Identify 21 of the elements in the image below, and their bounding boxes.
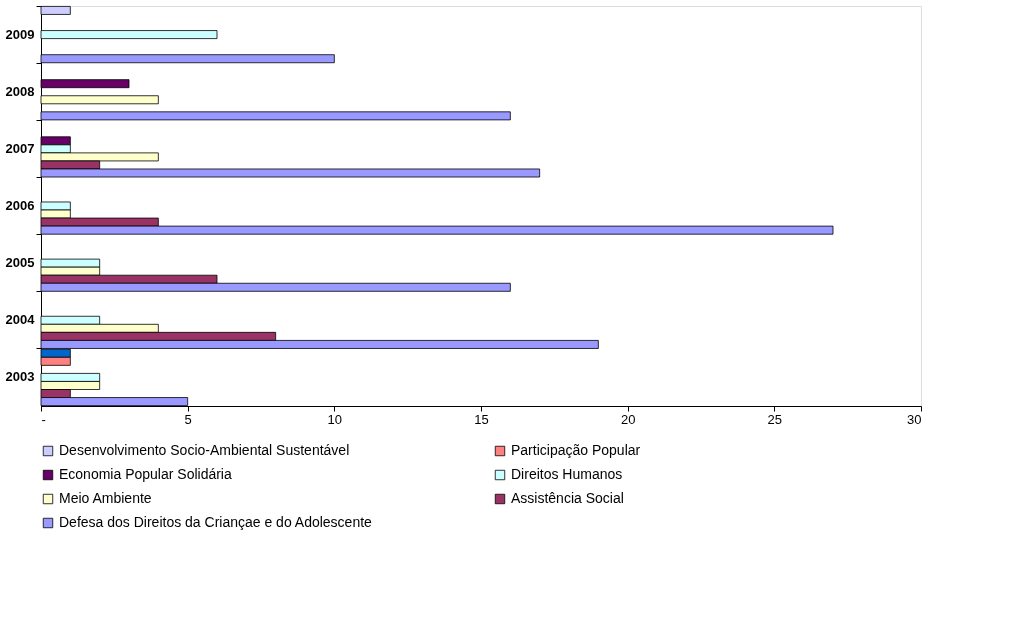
legend-label: Meio Ambiente [59, 490, 152, 506]
legend-label: Direitos Humanos [511, 466, 623, 482]
x-tick-label: 30 [907, 411, 922, 427]
y-tick-label: 2005 [5, 255, 35, 271]
legend-label: Defesa dos Direitos da Criançae e do Adolescente [59, 514, 373, 530]
x-tick-label: - [41, 411, 46, 427]
y-tick-label: 2008 [5, 83, 35, 99]
legend-label: Desenvolvimento Socio-Ambiental Sustentável [59, 442, 350, 458]
x-tick-label: 15 [474, 411, 489, 427]
x-tick-label: 10 [327, 411, 343, 427]
y-tick-label: 2006 [5, 198, 35, 213]
x-tick-label: 5 [184, 411, 192, 427]
legend-label: Economia Popular Solidária [59, 466, 232, 482]
legend-label: Participação Popular [511, 442, 641, 458]
legend-label: Assistência Social [511, 490, 624, 506]
y-tick-label: 2004 [5, 312, 36, 328]
y-tick-label: 2007 [5, 140, 35, 156]
y-tick-label: 2003 [5, 369, 35, 385]
x-tick-label: 25 [767, 411, 783, 427]
y-tick-label: 2009 [5, 26, 35, 42]
x-tick-label: 20 [620, 411, 636, 427]
